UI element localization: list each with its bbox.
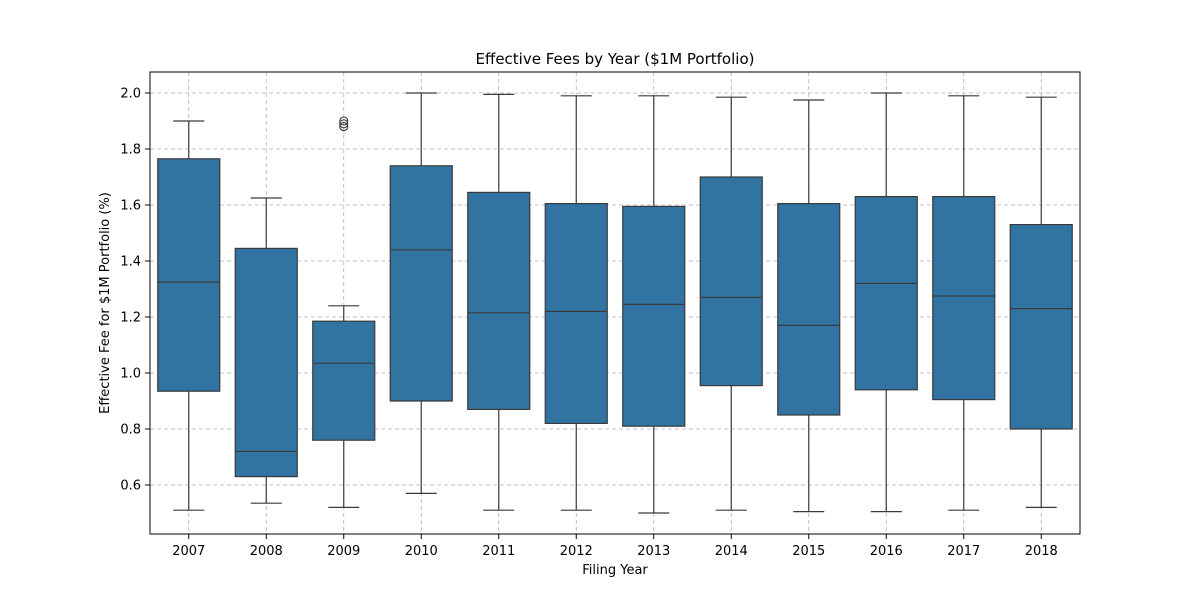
iqr-box (622, 205, 686, 427)
y-tick-label: 0.6 (120, 479, 141, 494)
y-tick-label: 1.8 (120, 143, 141, 158)
y-tick-label: 1.2 (120, 311, 141, 326)
box-group-2013 (622, 95, 686, 514)
y-axis-ticks: 0.6 0.8 1.0 1.2 1.4 1.6 1.8 2.0 (120, 87, 150, 494)
x-axis-label: Filing Year (582, 563, 648, 578)
box-group-2007 (157, 120, 221, 511)
box-group-2018 (1009, 96, 1073, 508)
chart-title: Effective Fees by Year ($1M Portfolio) (476, 50, 755, 68)
x-axis-ticks: 2007 2008 2009 2010 2011 2012 2013 2014 2015 2016… (172, 534, 1058, 559)
y-tick-label: 1.0 (120, 367, 141, 382)
outlier-point (339, 116, 349, 126)
x-tick-label: 2007 (172, 544, 205, 559)
x-tick-label: 2018 (1025, 544, 1058, 559)
iqr-box (932, 196, 996, 401)
x-tick-label: 2011 (482, 544, 515, 559)
y-tick-label: 1.6 (120, 199, 141, 214)
box-group-2012 (544, 95, 608, 511)
box-group-2016 (854, 92, 918, 513)
x-tick-label: 2012 (560, 544, 593, 559)
iqr-box (1009, 224, 1073, 430)
y-axis-label: Effective Fee for $1M Portfolio (%) (98, 192, 113, 414)
x-tick-label: 2013 (637, 544, 670, 559)
box-group-2010 (389, 92, 453, 494)
box-group-2014 (699, 96, 763, 511)
iqr-box (544, 203, 608, 425)
iqr-box (699, 176, 763, 387)
box-group-2009 (312, 116, 376, 508)
plot-frame (149, 71, 1081, 535)
box-group-2017 (932, 95, 996, 511)
x-tick-label: 2015 (792, 544, 825, 559)
iqr-box (777, 203, 841, 416)
y-tick-label: 1.4 (120, 255, 141, 270)
box-group-2011 (467, 93, 531, 511)
x-tick-label: 2017 (947, 544, 980, 559)
iqr-box (157, 158, 221, 392)
outlier-point (339, 119, 349, 129)
iqr-box (234, 247, 298, 478)
y-tick-label: 2.0 (120, 87, 141, 102)
iqr-box (854, 196, 918, 391)
x-tick-label: 2009 (327, 544, 360, 559)
y-tick-label: 0.8 (120, 423, 141, 438)
boxes (157, 92, 1073, 514)
x-tick-label: 2010 (405, 544, 438, 559)
x-tick-label: 2014 (715, 544, 748, 559)
outlier-point (339, 122, 349, 132)
iqr-box (312, 320, 376, 441)
iqr-box (467, 191, 531, 410)
x-tick-label: 2016 (870, 544, 903, 559)
iqr-box (389, 165, 453, 402)
box-group-2008 (234, 197, 298, 504)
x-tick-label: 2008 (250, 544, 283, 559)
box-group-2015 (777, 99, 841, 513)
